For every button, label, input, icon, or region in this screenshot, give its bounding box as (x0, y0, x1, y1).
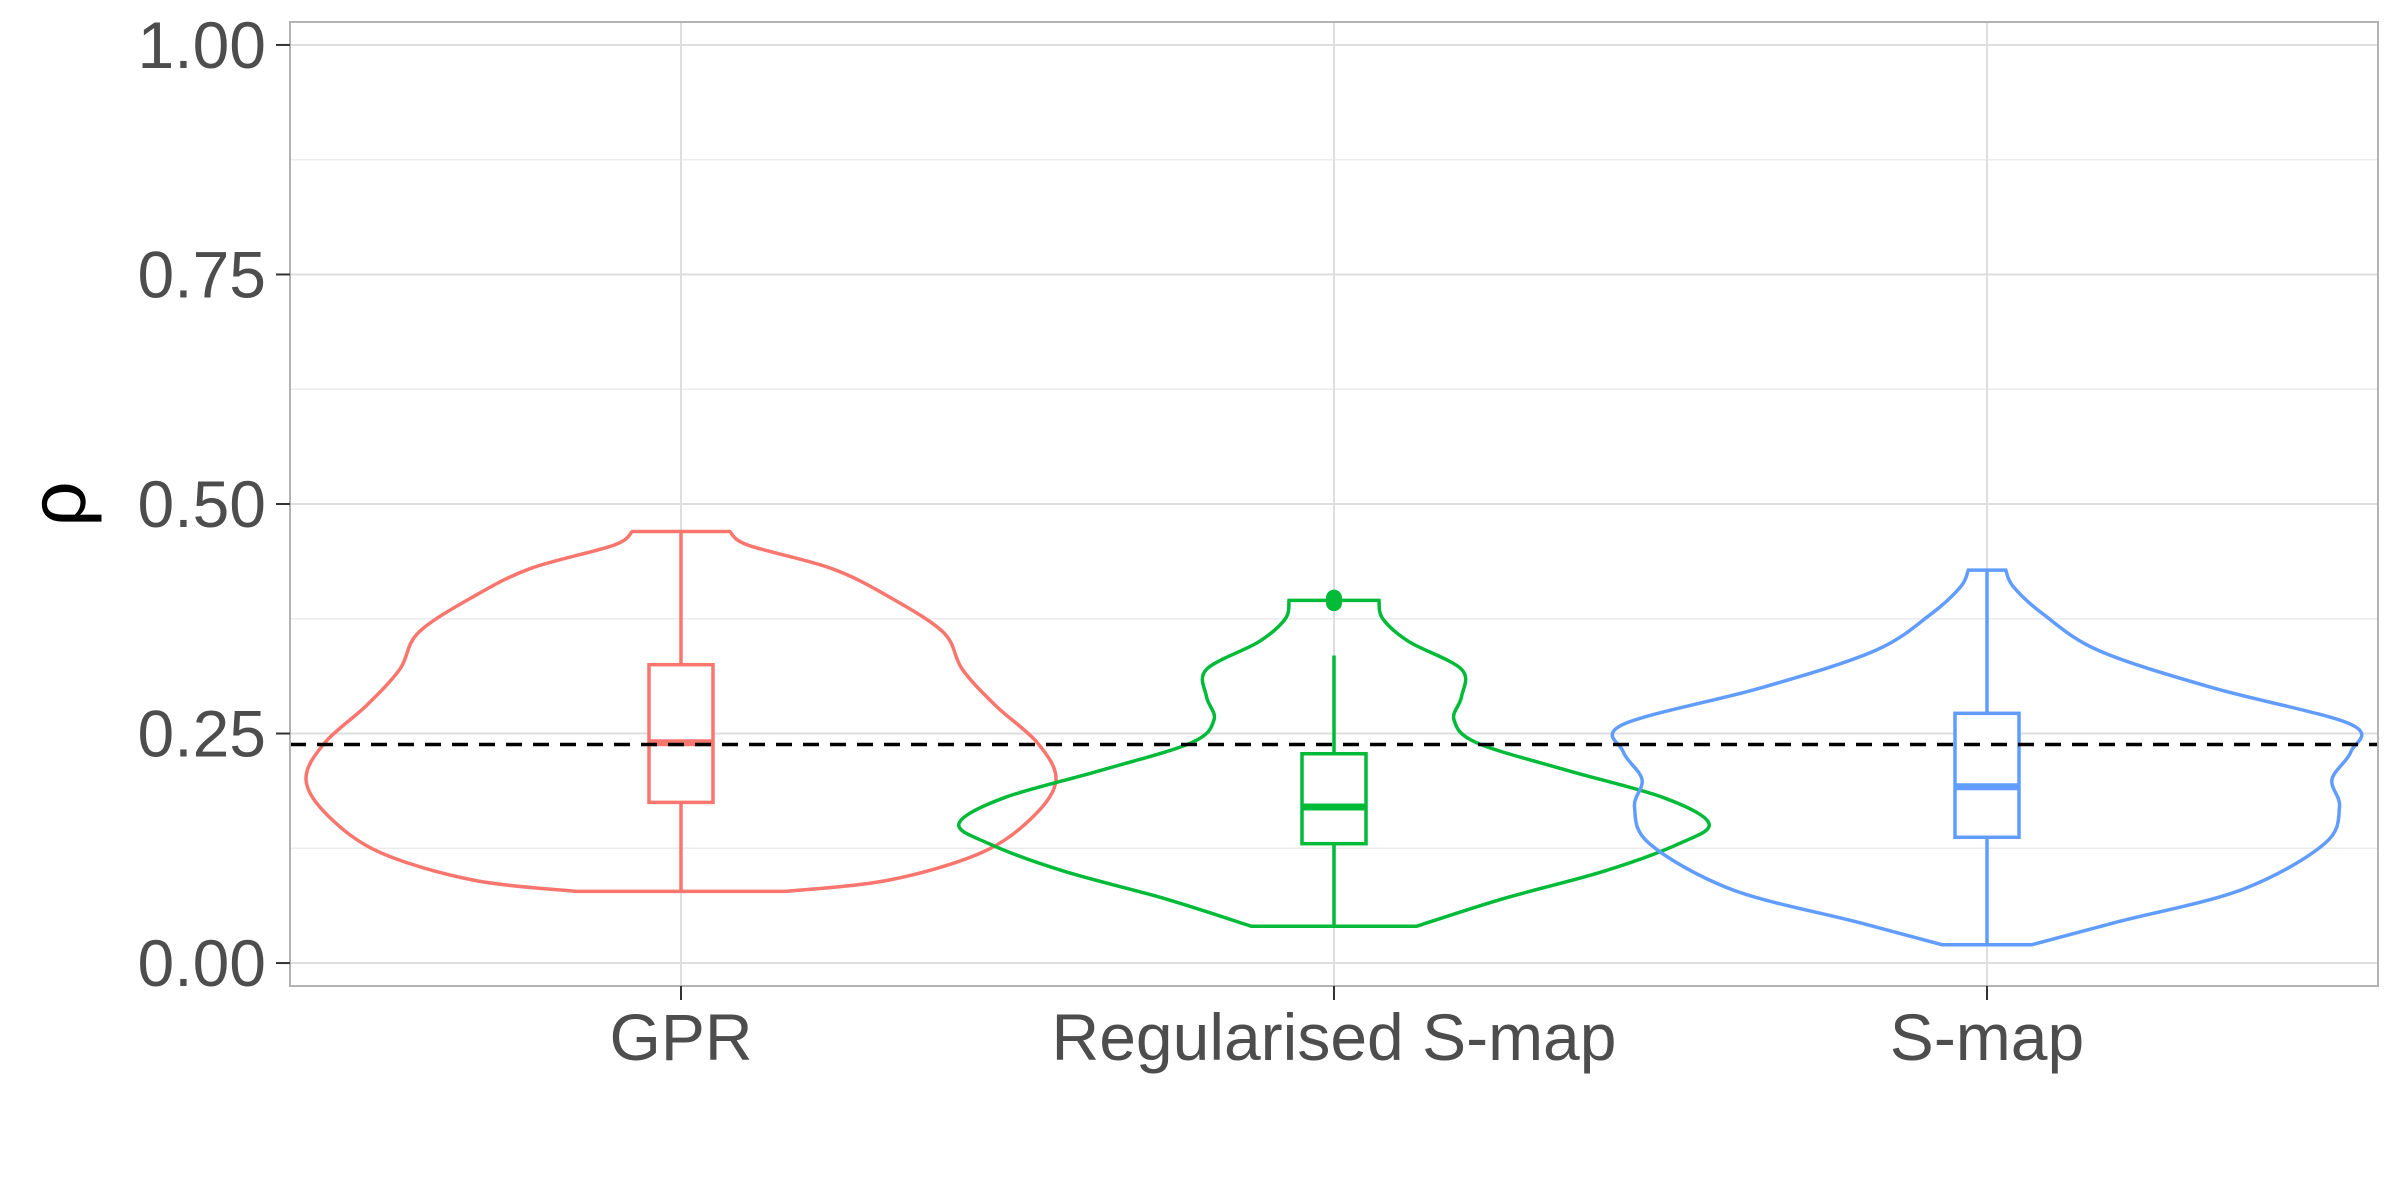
violin-shape (1610, 568, 2364, 947)
violin-group (304, 529, 1058, 894)
y-axis-title: ρ (13, 481, 102, 527)
y-tick-label: 0.50 (138, 467, 266, 541)
y-tick-labels: 0.00 0.25 0.50 0.75 1.00 (138, 8, 290, 1000)
x-tick-label: S-map (1890, 1000, 2084, 1074)
y-tick-label: 1.00 (138, 8, 266, 82)
box (1300, 751, 1368, 846)
x-tick-label: GPR (609, 1000, 752, 1074)
violins (304, 529, 2364, 947)
box (1953, 711, 2021, 840)
violin-group (957, 589, 1711, 929)
violin-group (1610, 568, 2364, 947)
y-tick-label: 0.75 (138, 237, 266, 311)
y-tick-label: 0.25 (138, 697, 266, 771)
outlier-point (1326, 589, 1342, 606)
x-tick-labels: GPR Regularised S-map S-map (609, 986, 2084, 1074)
x-tick-label: Regularised S-map (1052, 1000, 1617, 1074)
violin-shape (304, 529, 1058, 894)
y-tick-label: 0.00 (138, 926, 266, 1000)
violin-shape (957, 598, 1711, 929)
box (647, 662, 715, 805)
